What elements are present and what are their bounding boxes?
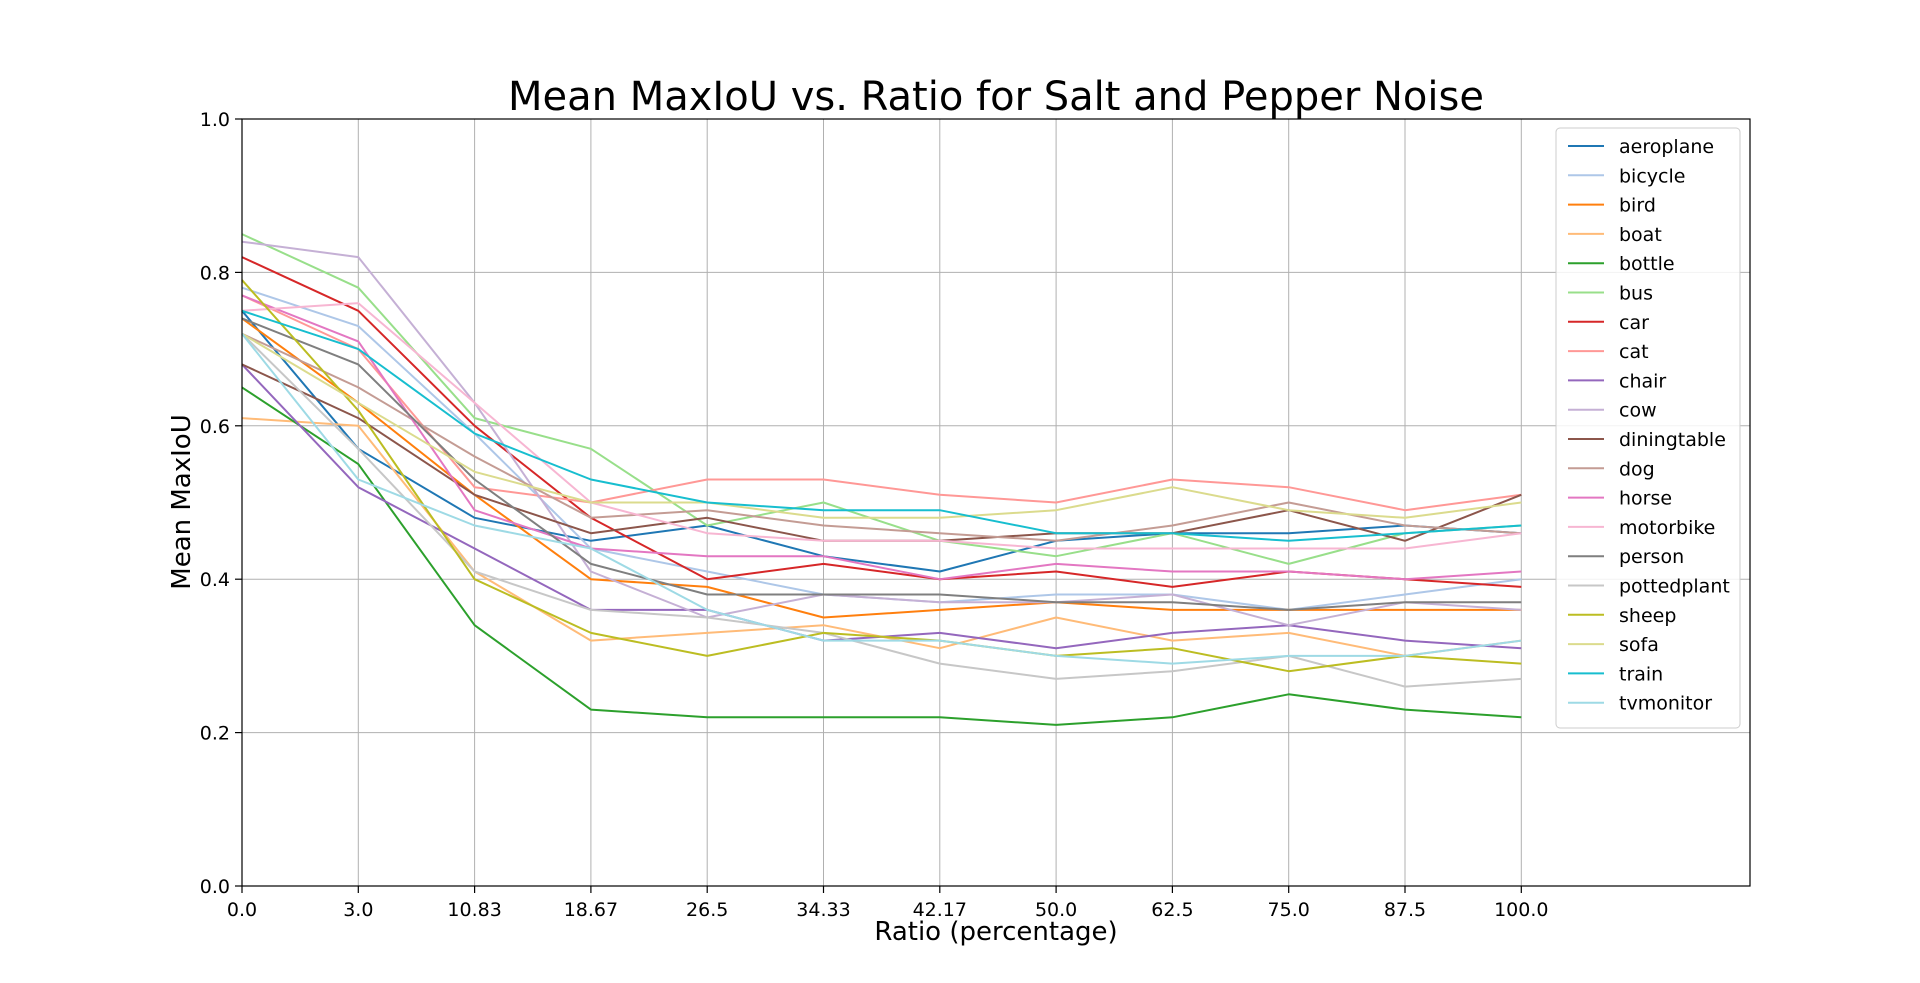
y-tick-label: 0.8 xyxy=(200,262,230,284)
legend-label-boat: boat xyxy=(1619,224,1662,246)
chart-title: Mean MaxIoU vs. Ratio for Salt and Peppe… xyxy=(508,74,1484,120)
legend-label-sheep: sheep xyxy=(1619,605,1676,627)
x-tick-label: 87.5 xyxy=(1384,899,1426,921)
y-axis-label: Mean MaxIoU xyxy=(167,414,197,589)
legend-label-motorbike: motorbike xyxy=(1619,517,1715,539)
legend-label-aeroplane: aeroplane xyxy=(1619,136,1714,158)
legend-label-bus: bus xyxy=(1619,283,1653,305)
legend-label-cow: cow xyxy=(1619,400,1657,422)
legend-label-horse: horse xyxy=(1619,488,1672,510)
series-lines xyxy=(241,233,1522,726)
x-axis-ticks: 0.0 3.0 10.83 18.67 26.5 34.33 42.17 50.0 62.5 75… xyxy=(227,886,1549,921)
legend-label-pottedplant: pottedplant xyxy=(1619,576,1730,598)
y-tick-label: 0.2 xyxy=(200,723,230,745)
x-tick-label: 100.0 xyxy=(1494,899,1548,921)
y-tick-label: 1.0 xyxy=(200,109,230,131)
y-tick-label: 0.0 xyxy=(200,876,230,898)
series-line-horse xyxy=(241,294,1522,581)
x-tick-label: 42.17 xyxy=(913,899,967,921)
x-tick-label: 34.33 xyxy=(796,899,850,921)
legend-label-bottle: bottle xyxy=(1619,253,1675,275)
y-tick-label: 0.6 xyxy=(200,416,230,438)
legend-label-dog: dog xyxy=(1619,458,1655,480)
legend: aeroplane bicycle bird boat bottle bus car cat c… xyxy=(1555,127,1741,729)
series-line-aeroplane xyxy=(241,310,1522,573)
series-line-sofa xyxy=(241,332,1522,519)
series-line-bus xyxy=(241,233,1522,565)
x-tick-label: 18.67 xyxy=(564,899,618,921)
legend-label-sofa: sofa xyxy=(1619,634,1659,656)
series-line-boat xyxy=(241,417,1522,657)
x-tick-label: 62.5 xyxy=(1151,899,1193,921)
legend-label-tvmonitor: tvmonitor xyxy=(1619,693,1712,715)
series-line-sheep xyxy=(241,279,1522,673)
legend-label-train: train xyxy=(1619,663,1663,685)
series-line-chair xyxy=(241,363,1522,650)
series-line-tvmonitor xyxy=(241,333,1522,665)
series-line-bird xyxy=(241,317,1522,619)
x-axis-label: Ratio (percentage) xyxy=(874,917,1117,947)
x-tick-label: 3.0 xyxy=(343,899,373,921)
legend-label-cat: cat xyxy=(1619,341,1649,363)
series-line-dog xyxy=(241,332,1522,542)
series-line-motorbike xyxy=(241,302,1522,550)
series-line-person xyxy=(241,317,1522,611)
legend-label-diningtable: diningtable xyxy=(1619,429,1726,451)
x-tick-label: 75.0 xyxy=(1268,899,1310,921)
series-line-train xyxy=(241,309,1522,542)
plot-frame xyxy=(241,118,1751,887)
x-tick-label: 26.5 xyxy=(686,899,728,921)
y-axis-ticks: 0.0 0.2 0.4 0.6 0.8 1.0 xyxy=(200,109,242,898)
legend-label-person: person xyxy=(1619,546,1684,568)
x-tick-label: 50.0 xyxy=(1035,899,1077,921)
x-tick-label: 0.0 xyxy=(227,899,257,921)
legend-label-bird: bird xyxy=(1619,195,1656,217)
legend-label-chair: chair xyxy=(1619,370,1666,392)
legend-label-bicycle: bicycle xyxy=(1619,165,1685,187)
series-line-cow xyxy=(241,240,1522,627)
series-line-cat xyxy=(241,294,1522,512)
legend-label-car: car xyxy=(1619,312,1649,334)
x-tick-label: 10.83 xyxy=(447,899,501,921)
legend-box xyxy=(1555,127,1741,729)
series-line-bottle xyxy=(241,386,1522,726)
y-tick-label: 0.4 xyxy=(200,569,230,591)
